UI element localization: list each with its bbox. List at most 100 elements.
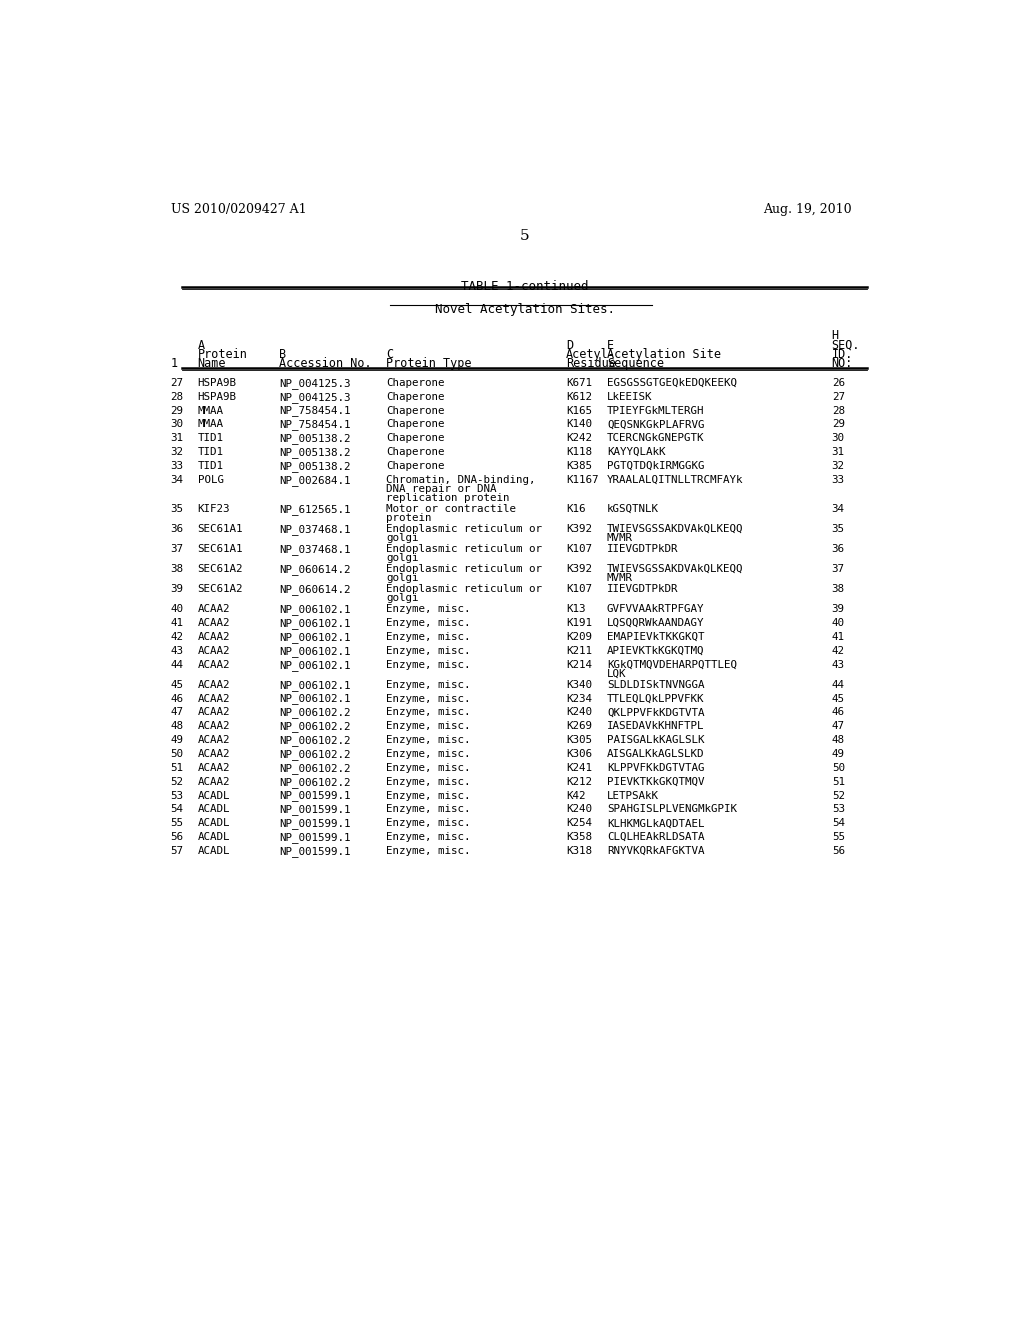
- Text: 37: 37: [171, 544, 183, 554]
- Text: TABLE 1-continued: TABLE 1-continued: [461, 280, 589, 293]
- Text: K254: K254: [566, 818, 592, 828]
- Text: NP_006102.1: NP_006102.1: [280, 645, 350, 657]
- Text: Chromatin, DNA-binding,: Chromatin, DNA-binding,: [386, 475, 536, 484]
- Text: ACAA2: ACAA2: [198, 776, 230, 787]
- Text: 57: 57: [171, 846, 183, 855]
- Text: SPAHGISLPLVENGMkGPIK: SPAHGISLPLVENGMkGPIK: [607, 804, 737, 814]
- Text: MMAA: MMAA: [198, 420, 224, 429]
- Text: ACAA2: ACAA2: [198, 605, 230, 614]
- Text: replication protein: replication protein: [386, 494, 510, 503]
- Text: ACAA2: ACAA2: [198, 618, 230, 628]
- Text: K241: K241: [566, 763, 592, 772]
- Text: K269: K269: [566, 721, 592, 731]
- Text: NP_001599.1: NP_001599.1: [280, 832, 350, 843]
- Text: 28: 28: [831, 405, 845, 416]
- Text: ACAA2: ACAA2: [198, 680, 230, 689]
- Text: 40: 40: [171, 605, 183, 614]
- Text: 44: 44: [831, 680, 845, 689]
- Text: 56: 56: [171, 832, 183, 842]
- Text: ACAA2: ACAA2: [198, 708, 230, 717]
- Text: K42: K42: [566, 791, 586, 800]
- Text: 47: 47: [171, 708, 183, 717]
- Text: Endoplasmic reticulum or: Endoplasmic reticulum or: [386, 585, 542, 594]
- Text: 29: 29: [831, 420, 845, 429]
- Text: 45: 45: [171, 680, 183, 689]
- Text: GVFVVAAkRTPFGAY: GVFVVAAkRTPFGAY: [607, 605, 705, 614]
- Text: golgi: golgi: [386, 553, 419, 564]
- Text: Residue: Residue: [566, 358, 615, 370]
- Text: 29: 29: [171, 405, 183, 416]
- Text: EGSGSSGTGEQkEDQKEEKQ: EGSGSSGTGEQkEDQKEEKQ: [607, 378, 737, 388]
- Text: POLG: POLG: [198, 475, 224, 484]
- Text: 27: 27: [171, 378, 183, 388]
- Text: TID1: TID1: [198, 447, 224, 457]
- Text: NP_001599.1: NP_001599.1: [280, 846, 350, 857]
- Text: Enzyme, misc.: Enzyme, misc.: [386, 735, 471, 744]
- Text: 35: 35: [171, 504, 183, 513]
- Text: TWIEVSGSSAKDVAkQLKEQQ: TWIEVSGSSAKDVAkQLKEQQ: [607, 564, 743, 574]
- Text: 43: 43: [831, 660, 845, 669]
- Text: NP_002684.1: NP_002684.1: [280, 475, 350, 486]
- Text: 31: 31: [171, 433, 183, 444]
- Text: Accession No.: Accession No.: [280, 358, 372, 370]
- Text: KIF23: KIF23: [198, 504, 230, 513]
- Text: Enzyme, misc.: Enzyme, misc.: [386, 846, 471, 855]
- Text: 48: 48: [171, 721, 183, 731]
- Text: K165: K165: [566, 405, 592, 416]
- Text: SEQ.: SEQ.: [831, 339, 860, 351]
- Text: NP_037468.1: NP_037468.1: [280, 544, 350, 556]
- Text: 31: 31: [831, 447, 845, 457]
- Text: D: D: [566, 339, 573, 351]
- Text: 53: 53: [171, 791, 183, 800]
- Text: PAISGALkKAGLSLK: PAISGALkKAGLSLK: [607, 735, 705, 744]
- Text: 52: 52: [831, 791, 845, 800]
- Text: Novel Acetylation Sites.: Novel Acetylation Sites.: [435, 304, 614, 317]
- Text: 54: 54: [831, 818, 845, 828]
- Text: QKLPPVFkKDGTVTA: QKLPPVFkKDGTVTA: [607, 708, 705, 717]
- Text: 34: 34: [831, 504, 845, 513]
- Text: protein: protein: [386, 513, 431, 523]
- Text: K385: K385: [566, 461, 592, 471]
- Text: 54: 54: [171, 804, 183, 814]
- Text: 55: 55: [171, 818, 183, 828]
- Text: B: B: [280, 348, 287, 360]
- Text: Enzyme, misc.: Enzyme, misc.: [386, 632, 471, 642]
- Text: 55: 55: [831, 832, 845, 842]
- Text: 41: 41: [831, 632, 845, 642]
- Text: NP_006102.2: NP_006102.2: [280, 708, 350, 718]
- Text: Enzyme, misc.: Enzyme, misc.: [386, 693, 471, 704]
- Text: ACADL: ACADL: [198, 804, 230, 814]
- Text: QEQSNKGkPLAFRVG: QEQSNKGkPLAFRVG: [607, 420, 705, 429]
- Text: TID1: TID1: [198, 461, 224, 471]
- Text: HSPA9B: HSPA9B: [198, 378, 237, 388]
- Text: TTLEQLQkLPPVFKK: TTLEQLQkLPPVFKK: [607, 693, 705, 704]
- Text: Enzyme, misc.: Enzyme, misc.: [386, 776, 471, 787]
- Text: ACAA2: ACAA2: [198, 660, 230, 669]
- Text: Enzyme, misc.: Enzyme, misc.: [386, 645, 471, 656]
- Text: NP_001599.1: NP_001599.1: [280, 791, 350, 801]
- Text: 5: 5: [520, 230, 529, 243]
- Text: NP_758454.1: NP_758454.1: [280, 420, 350, 430]
- Text: TWIEVSGSSAKDVAkQLKEQQ: TWIEVSGSSAKDVAkQLKEQQ: [607, 524, 743, 535]
- Text: LQSQQRWkAANDAGY: LQSQQRWkAANDAGY: [607, 618, 705, 628]
- Text: ACAA2: ACAA2: [198, 735, 230, 744]
- Text: SLDLDISkTNVNGGA: SLDLDISkTNVNGGA: [607, 680, 705, 689]
- Text: golgi: golgi: [386, 573, 419, 583]
- Text: 28: 28: [171, 392, 183, 401]
- Text: TPIEYFGkMLTERGH: TPIEYFGkMLTERGH: [607, 405, 705, 416]
- Text: 30: 30: [171, 420, 183, 429]
- Text: 51: 51: [171, 763, 183, 772]
- Text: K234: K234: [566, 693, 592, 704]
- Text: 52: 52: [171, 776, 183, 787]
- Text: Aug. 19, 2010: Aug. 19, 2010: [764, 203, 852, 216]
- Text: 36: 36: [831, 544, 845, 554]
- Text: 51: 51: [831, 776, 845, 787]
- Text: ACAA2: ACAA2: [198, 645, 230, 656]
- Text: YRAALALQITNLLTRCMFAYk: YRAALALQITNLLTRCMFAYk: [607, 475, 743, 484]
- Text: K1167: K1167: [566, 475, 598, 484]
- Text: kGSQTNLK: kGSQTNLK: [607, 504, 659, 513]
- Text: Chaperone: Chaperone: [386, 392, 444, 401]
- Text: Acetylation Site: Acetylation Site: [607, 348, 721, 360]
- Text: NP_060614.2: NP_060614.2: [280, 585, 350, 595]
- Text: Enzyme, misc.: Enzyme, misc.: [386, 708, 471, 717]
